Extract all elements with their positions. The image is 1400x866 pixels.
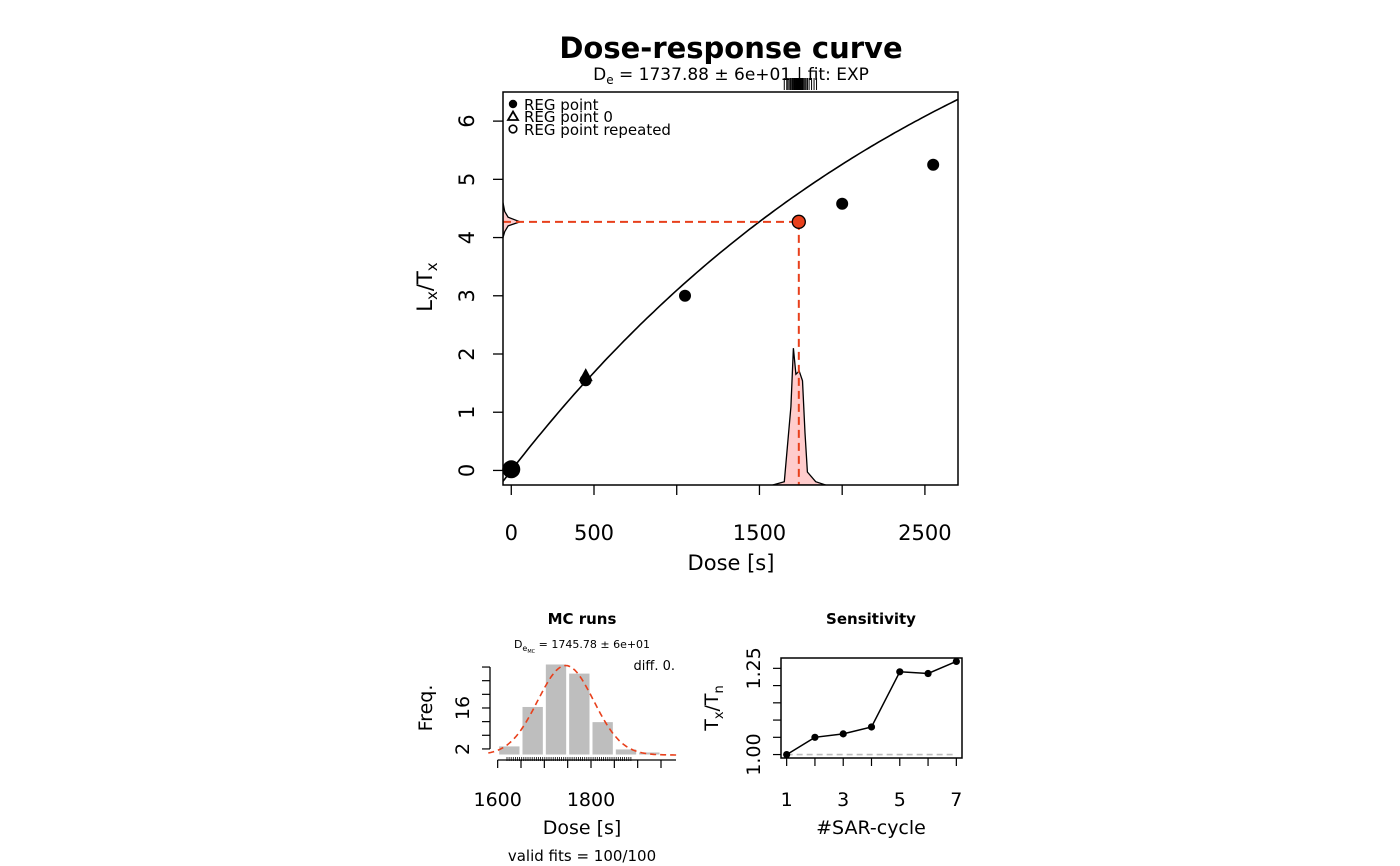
sens-y-tick-label: 1.00 xyxy=(743,733,765,775)
de-symbol: D xyxy=(593,65,606,85)
ylabel-l-sub: x xyxy=(423,291,441,300)
legend-marker-reg-point xyxy=(508,99,518,109)
reg-point-marker xyxy=(836,197,849,210)
sens-point xyxy=(896,668,904,676)
sens-y-axis-label: Tx/Tn xyxy=(701,685,727,732)
sens-x-tick-label: 7 xyxy=(950,789,962,811)
legend-label-reg-point-0: REG point 0 xyxy=(524,108,613,126)
sens-y-tick-label: 1.25 xyxy=(743,647,765,689)
sens-x-tick-label: 1 xyxy=(781,789,793,811)
mc-title: MC runs xyxy=(548,610,617,628)
sens-ylabel-slash: /T xyxy=(701,693,723,711)
ylabel-t-sub: x xyxy=(423,262,441,271)
sens-point xyxy=(867,723,876,731)
y-tick-label: 3 xyxy=(455,289,479,302)
ylabel-l: L xyxy=(413,300,437,312)
sens-ylabel-n-sub: n xyxy=(712,685,727,693)
x-tick-label: 0 xyxy=(505,521,518,545)
main-title: Dose-response curve xyxy=(559,31,902,65)
ltx-density xyxy=(503,202,522,238)
sens-x-tick-label: 5 xyxy=(894,789,906,811)
main-subtitle: De = 1737.88 ± 6e+01 | fit: EXP xyxy=(593,65,869,87)
mc-de-sub: e xyxy=(522,644,527,653)
mc-y-tick-label: 16 xyxy=(452,696,474,720)
mc-y-axis-label: Freq. xyxy=(415,685,437,732)
de-value-text: = 1737.88 ± 6e+01 | fit: EXP xyxy=(614,65,869,85)
y-tick-label: 0 xyxy=(455,464,479,477)
histogram-bar xyxy=(568,672,591,756)
sens-point xyxy=(783,750,791,759)
sens-title: Sensitivity xyxy=(826,610,916,628)
main-x-axis-label: Dose [s] xyxy=(688,551,775,575)
chart-marks: 0 500 1500 2500 0 1 2 3 4 5 6 1600 1800 2 16 1 3 5 7 1.00 1.… xyxy=(452,78,963,811)
sens-x-axis-label: #SAR-cycle xyxy=(816,817,926,839)
ylabel-slash-t: /T xyxy=(413,271,437,291)
reg-point-marker xyxy=(679,289,691,302)
mc-x-tick-label: 1600 xyxy=(473,789,521,811)
histogram-bar xyxy=(521,705,544,756)
mc-y-tick-label: 2 xyxy=(452,743,474,755)
x-tick-label: 2500 xyxy=(898,521,951,545)
legend-marker-reg-point-repeated xyxy=(508,124,518,134)
sens-point xyxy=(924,669,932,678)
fit-curve xyxy=(503,98,958,483)
x-tick-label: 500 xyxy=(574,521,614,545)
sens-plot-frame xyxy=(780,657,963,759)
histogram-bar xyxy=(591,721,614,756)
histogram-bar xyxy=(638,751,661,756)
mc-footer: valid fits = 100/100 xyxy=(508,847,656,865)
main-legend: REG point REG point 0 REG point repeated xyxy=(506,96,671,139)
sens-ylabel-t-sub: x xyxy=(712,711,727,719)
histogram-bar xyxy=(498,745,521,756)
mc-x-tick-label: 1800 xyxy=(567,789,615,811)
y-tick-label: 2 xyxy=(455,347,479,360)
sens-point xyxy=(952,657,960,666)
sens-x-tick-label: 3 xyxy=(837,789,849,811)
mc-normal-fit-curve xyxy=(488,664,678,756)
legend-marker-reg-point-0 xyxy=(506,109,520,121)
sens-ylabel-t: T xyxy=(701,719,723,732)
mc-de-sub2: MC xyxy=(527,649,535,655)
mc-de-symbol: D xyxy=(514,638,522,651)
mc-de-text: = 1745.78 ± 6e+01 xyxy=(535,638,650,651)
sens-point xyxy=(839,730,847,738)
histogram-bar xyxy=(614,748,638,756)
reg-point-marker xyxy=(579,374,592,387)
mc-note: diff. 0. xyxy=(634,659,676,674)
reg-point-marker xyxy=(927,158,940,171)
mc-dose-density xyxy=(772,348,826,485)
reg-point-marker xyxy=(502,460,521,479)
mc-subtitle: DeMC = 1745.78 ± 6e+01 xyxy=(514,638,650,655)
y-tick-label: 5 xyxy=(455,173,479,186)
main-y-axis-label: Lx/Tx xyxy=(413,262,441,312)
legend-label-reg-point-repeated: REG point repeated xyxy=(524,121,671,139)
x-tick-label: 1500 xyxy=(733,521,786,545)
mc-x-axis-label: Dose [s] xyxy=(543,817,622,839)
y-tick-label: 4 xyxy=(455,231,479,244)
main-plot-frame xyxy=(502,91,959,486)
de-point-marker xyxy=(791,214,806,229)
histogram-bar xyxy=(544,663,568,756)
y-tick-label: 6 xyxy=(455,114,479,127)
de-subscript: e xyxy=(606,73,613,87)
sens-point xyxy=(811,733,819,741)
legend-label-reg-point: REG point xyxy=(524,96,599,114)
y-tick-label: 1 xyxy=(455,406,479,419)
